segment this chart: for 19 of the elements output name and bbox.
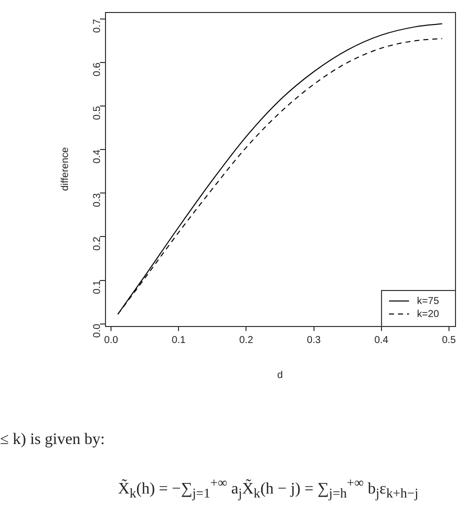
x-tick-label: 0.3 <box>306 334 322 346</box>
y-tick-label: 0.1 <box>92 280 103 294</box>
y-axis-title: difference <box>60 146 71 191</box>
x-tick-label: 0.2 <box>239 334 254 346</box>
x-tick-label: 0.0 <box>104 334 118 346</box>
y-tick-label: 0.3 <box>92 192 103 208</box>
x-axis-title: d <box>277 370 283 381</box>
y-tick-label: 0.7 <box>92 18 103 33</box>
y-tick-label: 0.4 <box>92 149 103 164</box>
x-tick-label: 0.5 <box>442 334 456 346</box>
y-tick-label: 0.5 <box>92 106 103 120</box>
y-tick-label: 0.2 <box>92 236 103 251</box>
x-tick-label: 0.4 <box>374 334 389 346</box>
legend-label: k=20 <box>417 308 440 320</box>
text: ≤ k) is given by: <box>0 431 106 449</box>
legend-label: k=75 <box>417 296 440 307</box>
text: X̃$_{k}$(h) = −∑$_{j=1}$$^{+∞}$ a$_{j}$X̃$_{k}$(h − j) = ∑$_{j=h}$$^{+∞}$ b$_{j}$ε$_{k+h−j}$ <box>118 475 418 501</box>
x-tick-label: 0.1 <box>172 334 186 346</box>
y-tick-label: 0.6 <box>92 62 103 76</box>
